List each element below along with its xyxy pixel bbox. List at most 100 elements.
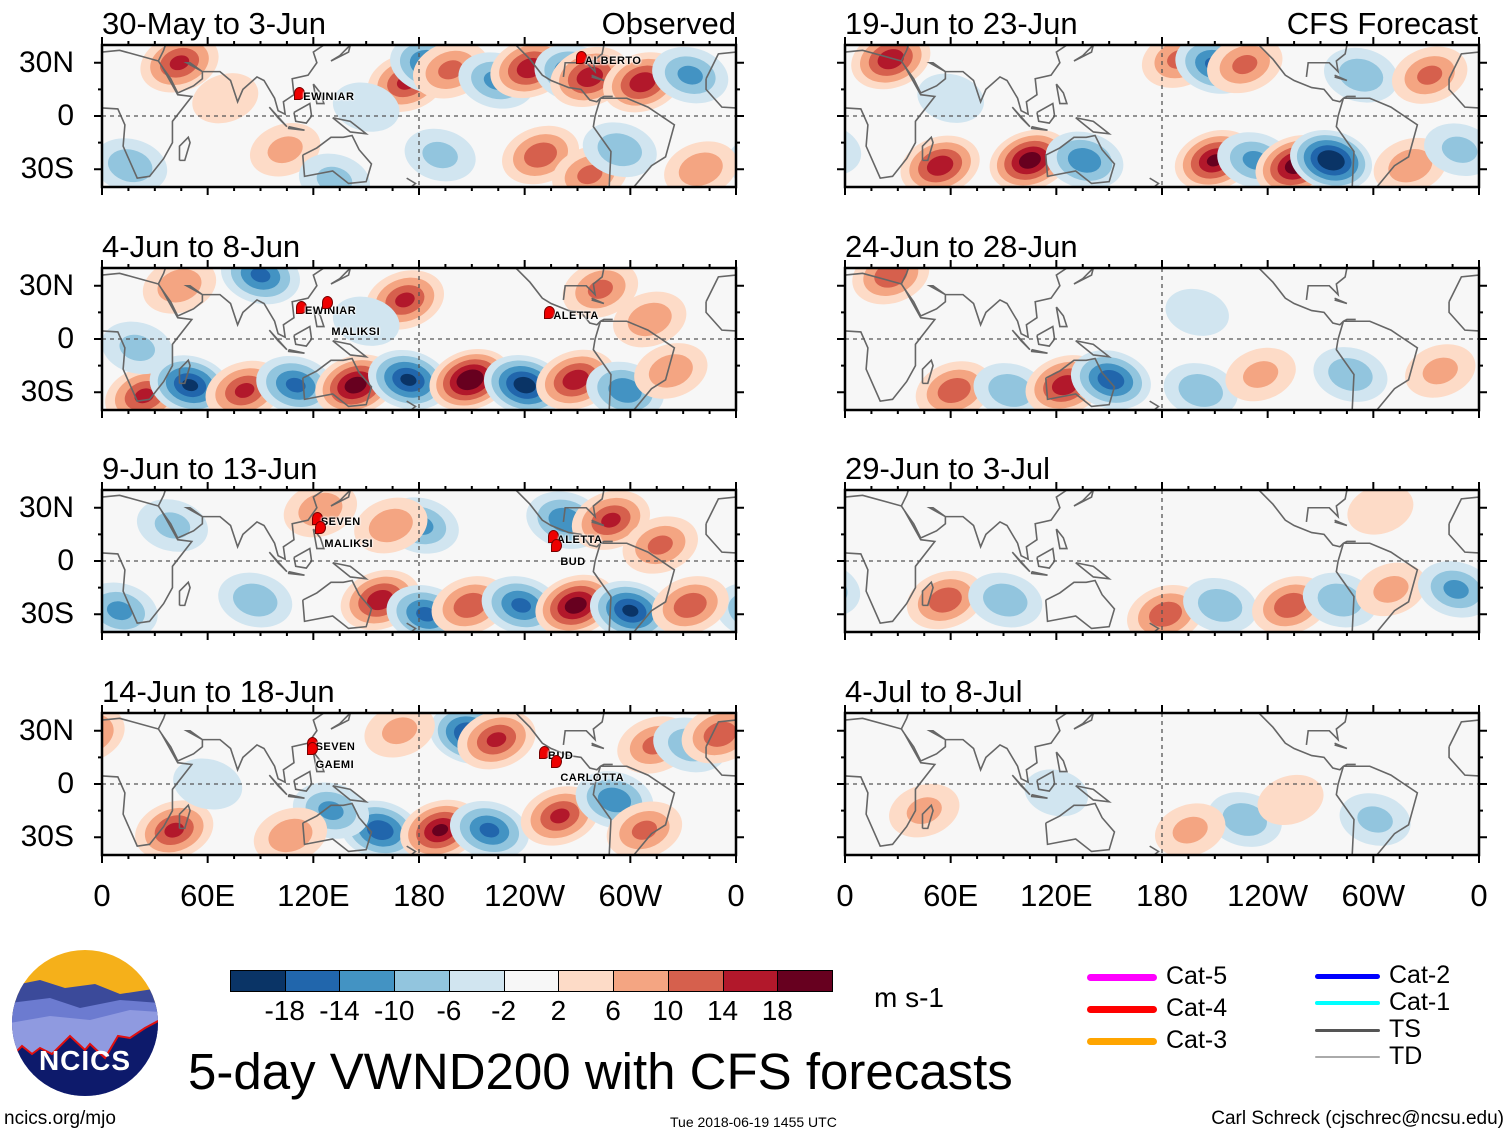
lon-label: 60W [1341,878,1406,913]
coastline [1073,45,1095,62]
positive-anomaly [606,801,683,855]
coastline [1335,542,1419,632]
lon-label: 180 [1136,878,1188,913]
coastline [1305,45,1348,78]
negative-anomaly [652,47,729,104]
coastline [312,83,326,105]
coastline [845,713,910,730]
coastline [102,490,167,507]
negative-anomaly [973,363,1048,410]
author-credit: Carl Schreck (cjschrec@ncsu.edu) [1211,1108,1504,1129]
coastline [921,580,934,607]
coastline [705,496,736,525]
lat-label: 30N [18,268,74,302]
negative-anomaly [582,122,657,178]
coastline [268,551,288,573]
colorbar-tick-label: 14 [706,995,739,1026]
coastline [1044,357,1116,408]
coastline [705,719,736,748]
positive-anomaly [1225,347,1296,402]
lon-label: 60E [923,878,979,913]
negative-anomaly [1290,130,1373,187]
coastline [845,45,910,62]
colorbar-tick-label: 10 [652,995,684,1026]
coastline [592,97,676,187]
colorbar-swatch [339,970,396,992]
coastline [406,177,417,187]
storm-label: GAEMI [315,759,355,772]
coastline [1036,770,1056,792]
map-canvas [94,482,744,640]
legend-line-cat-3 [1087,1037,1157,1045]
lon-label: 0 [1470,878,1488,913]
coastline [1448,523,1479,554]
coastline [705,301,736,332]
negative-anomaly [1323,47,1399,103]
coastline [1448,746,1479,777]
positive-anomaly [364,713,435,758]
colorbar-swatch [613,970,669,992]
lon-label: 120W [1227,878,1309,913]
lon-label: 120W [484,878,566,913]
lon-label: 180 [393,878,445,913]
positive-anomaly [192,73,259,124]
colorbar-tick-label: 6 [605,995,621,1026]
map-panel [837,705,1487,863]
coastline [161,45,325,116]
coastline [904,490,1068,561]
coastline [330,490,352,507]
legend-label: Cat-1 [1389,988,1451,1016]
coastline [1036,325,1056,347]
negative-anomaly [845,123,1479,177]
ncics-logo: NCICS [10,948,160,1098]
coastline [1030,125,1048,131]
negative-anomaly [1339,793,1411,846]
positive-anomaly [1257,774,1324,826]
coastline [301,134,373,185]
legend-label: Cat-5 [1166,962,1228,990]
coastline [312,306,326,328]
site-link[interactable]: ncics.org/mjo [4,1108,116,1129]
positive-anomaly [1154,803,1226,855]
coastline [102,728,194,848]
negative-anomaly [917,73,984,123]
coastline [1075,116,1112,135]
storm-label: ALETTA [553,310,599,323]
colorbar-tick-label: -18 [264,995,305,1026]
coastline [268,774,288,796]
map-canvas [837,705,1487,863]
panel-title: 9-Jun to 13-Jun [102,451,318,486]
coastline [845,505,937,625]
negative-anomaly [1024,769,1089,817]
negative-anomaly [368,349,449,410]
coastline [287,793,305,799]
coastline [705,523,736,554]
coastline [1011,774,1031,796]
cyclone-icon [539,745,551,759]
logo-text: NCICS [39,1045,131,1076]
coastline [102,45,167,62]
coastline [332,116,369,135]
map-canvas [94,705,744,863]
coastline [161,713,325,784]
negative-anomaly [102,582,736,632]
positive-anomaly [315,354,396,410]
coastline [102,505,194,625]
negative-anomaly [221,268,300,305]
legend-label: Cat-4 [1166,994,1228,1022]
coastline [287,348,305,354]
lon-label: 120E [277,878,350,913]
timestamp: Tue 2018-06-19 1455 UTC [670,1114,837,1130]
panel-title: 4-Jun to 8-Jun [102,229,301,264]
colorbar-tick-label: -6 [436,995,462,1026]
coastline [1149,400,1160,410]
coastline [330,713,352,730]
coastline [102,268,167,285]
positive-anomaly [622,516,698,574]
coastline [1305,268,1348,301]
legend-line-cat-5 [1087,973,1157,981]
coastline [1030,348,1048,354]
positive-anomaly [354,497,428,554]
coastline [845,60,937,180]
colorbar-swatch [667,970,724,992]
